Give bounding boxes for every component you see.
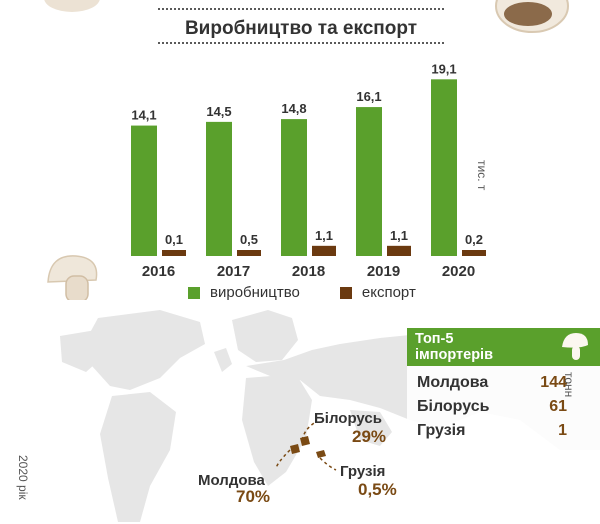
importer-row: Білорусь 61: [417, 398, 567, 420]
data-label-production-2017: 14,5: [206, 104, 231, 119]
data-label-export-2019: 1,1: [390, 228, 408, 243]
title-rule-bottom: [158, 42, 444, 44]
mushroom-left-icon: [47, 255, 98, 300]
x-tick-label-2019: 2019: [367, 263, 400, 280]
map-label-belarus: Білорусь: [314, 410, 382, 427]
top-importers-title-line2: імпортерів: [415, 347, 494, 363]
map-pct-georgia: 0,5%: [358, 480, 397, 499]
moldova-connector: [275, 449, 291, 469]
moldova-region: [290, 444, 300, 454]
map-label-georgia: Грузія: [340, 463, 386, 480]
top-importers-panel: Топ-5 імпортерів Молдова 144 Білорусь 61…: [407, 328, 600, 518]
importer-row: Молдова 144: [417, 374, 567, 396]
bar-production-2020: [431, 79, 457, 256]
legend-label-production: виробництво: [210, 284, 300, 301]
georgia-region: [316, 450, 326, 458]
map-pct-moldova: 70%: [236, 487, 271, 506]
mushroom-top-right-icon: [495, 0, 569, 33]
bar-production-2018: [281, 119, 307, 256]
importer-country: Молдова: [417, 374, 489, 391]
year-note: 2020 рік: [16, 455, 30, 500]
map-pct-belarus: 29%: [352, 427, 387, 446]
importer-country: Білорусь: [417, 398, 490, 415]
top-importers-title: Топ-5 імпортерів: [415, 331, 493, 363]
x-tick-label-2018: 2018: [292, 263, 325, 280]
data-label-production-2018: 14,8: [281, 101, 306, 116]
mushroom-top-left-icon: [44, 0, 100, 12]
top-importers-body: Молдова 144 Білорусь 61 Грузія 1: [407, 366, 600, 466]
importer-value: 144: [540, 374, 567, 391]
mushroom-panel-icon: [562, 333, 588, 360]
top-importers-title-line1: Топ-5: [415, 331, 454, 347]
legend-swatch-production: [188, 286, 200, 299]
bar-export-2020: [462, 250, 486, 256]
data-label-export-2020: 0,2: [465, 232, 483, 247]
bar-export-2016: [162, 250, 186, 256]
x-tick-label-2016: 2016: [142, 263, 175, 280]
georgia-connector: [319, 457, 337, 471]
top-importers-header: Топ-5 імпортерів: [407, 328, 600, 366]
data-label-export-2016: 0,1: [165, 232, 183, 247]
legend-label-export: експорт: [361, 284, 416, 301]
title-block: Виробництво та експорт: [158, 8, 444, 44]
bar-export-2019: [387, 245, 411, 256]
bar-chart: 14,1 0,1 2016 14,5 0,5 2017 14,8 1,1 2018 16,1 1,1…: [44, 0, 569, 300]
map-label-moldova: Молдова: [198, 472, 265, 489]
bar-production-2019: [356, 107, 382, 256]
bar-export-2018: [312, 245, 336, 256]
chart-legend: виробництво експорт: [188, 284, 416, 301]
importer-country: Грузія: [417, 422, 466, 439]
belarus-connector: [301, 421, 317, 441]
importers-unit-label: тонн: [562, 372, 576, 398]
x-tick-label-2020: 2020: [442, 263, 475, 280]
importer-row: Грузія 1: [417, 422, 567, 444]
data-label-production-2019: 16,1: [356, 89, 381, 104]
bar-production-2016: [131, 125, 157, 256]
data-label-export-2017: 0,5: [240, 232, 258, 247]
data-label-production-2016: 14,1: [131, 108, 156, 123]
legend-swatch-export: [339, 286, 352, 299]
data-label-production-2020: 19,1: [431, 61, 456, 76]
unit-label: тис. т: [475, 160, 489, 191]
chart-title: Виробництво та експорт: [184, 18, 418, 39]
importer-value: 1: [558, 422, 567, 439]
x-tick-label-2017: 2017: [217, 263, 250, 280]
bar-export-2017: [237, 250, 261, 256]
bars-layer: 14,1 0,1 2016 14,5 0,5 2017 14,8 1,1 2018 16,1 1,1…: [131, 61, 486, 280]
bar-production-2017: [206, 121, 232, 256]
data-label-export-2018: 1,1: [315, 228, 333, 243]
importer-value: 61: [549, 398, 567, 415]
title-rule-top: [158, 8, 444, 10]
